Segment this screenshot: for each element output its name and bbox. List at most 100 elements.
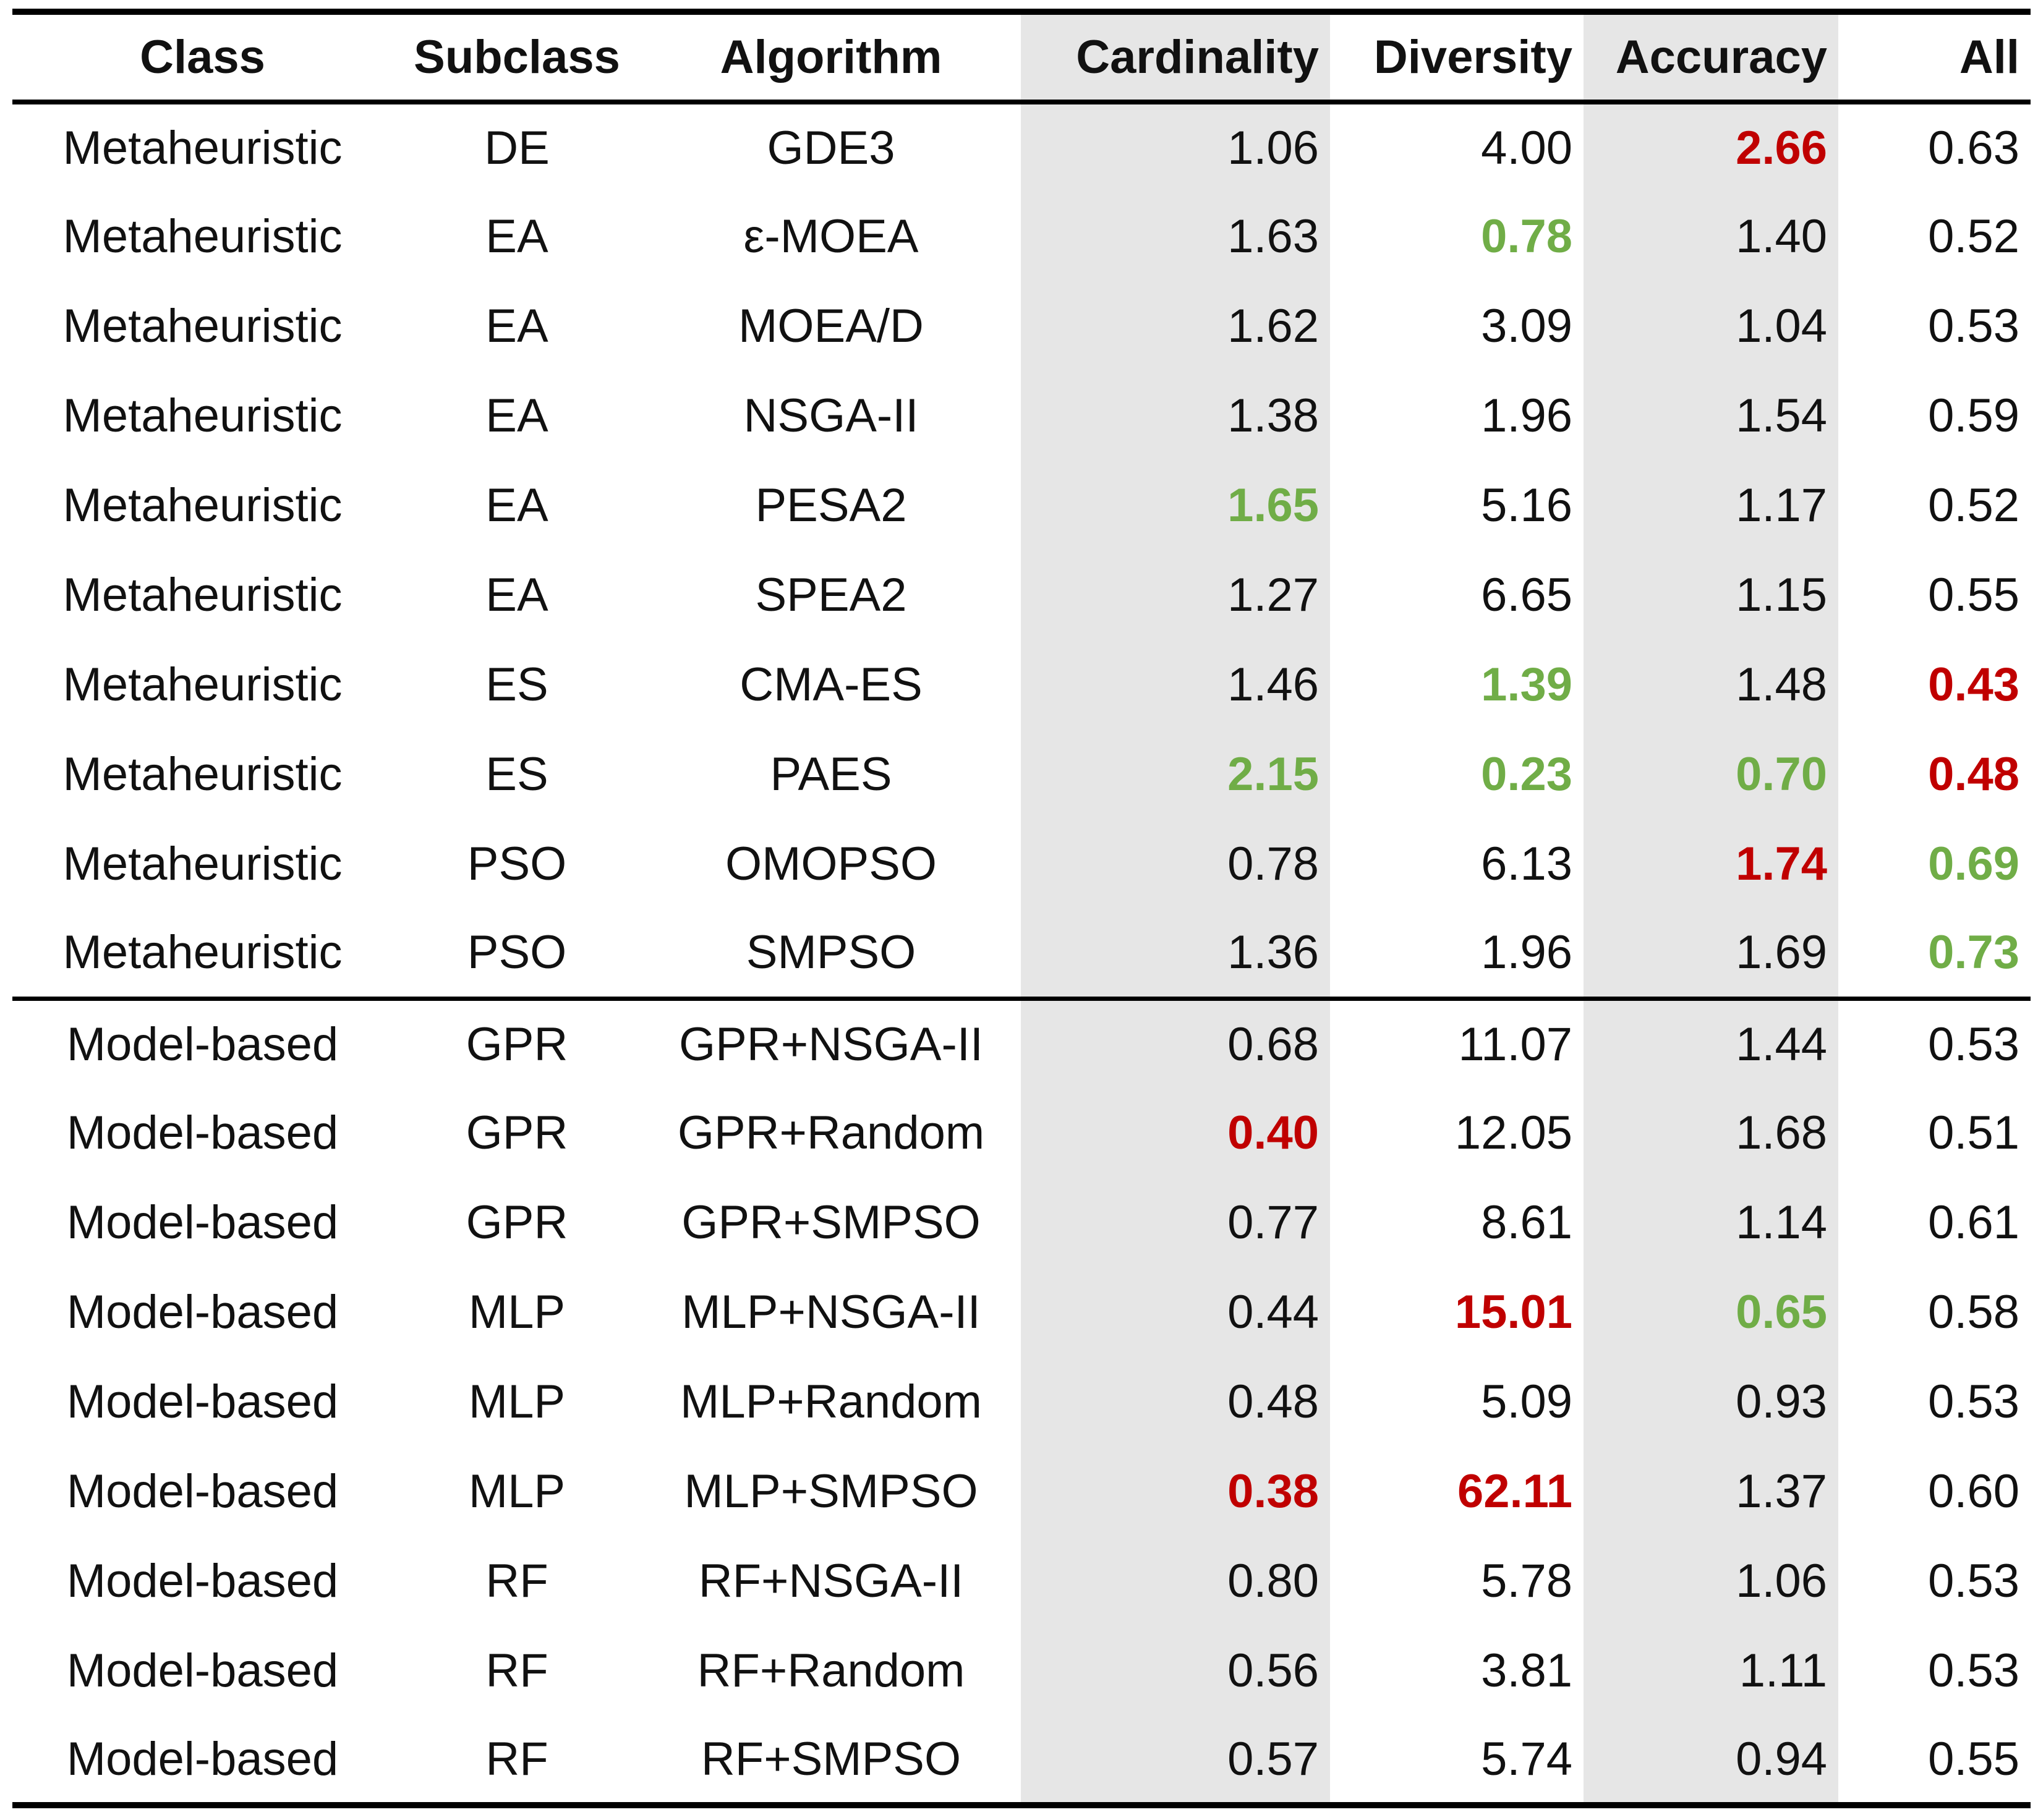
cell-subclass: GPR: [466, 1196, 568, 1249]
cell-algorithm: SMPSO: [746, 926, 916, 979]
cell-algorithm: MOEA/D: [738, 300, 924, 352]
cell-subclass: MLP: [468, 1286, 566, 1338]
cell-all: 0.69: [1928, 838, 2019, 890]
cell-accuracy: 1.44: [1584, 996, 1838, 1088]
cell-all: 0.60: [1928, 1465, 2019, 1518]
cell-diversity: 3.09: [1481, 300, 1572, 352]
cell-diversity: 0.78: [1481, 210, 1572, 263]
cell-diversity: 5.78: [1481, 1555, 1572, 1607]
cell-diversity: 4.00: [1481, 122, 1572, 174]
cell-all: 0.73: [1928, 926, 2019, 979]
cell-accuracy: 1.37: [1584, 1447, 1838, 1536]
results-table-container: Class Subclass Algorithm Cardinality Div…: [12, 9, 2031, 1808]
cell-class: Model-based: [66, 1376, 339, 1428]
cell-class: Metaheuristic: [62, 926, 343, 979]
cell-accuracy: 0.70: [1584, 729, 1838, 819]
cell-accuracy: 1.48: [1584, 640, 1838, 729]
cell-class: Metaheuristic: [62, 838, 343, 890]
cell-class: Model-based: [66, 1286, 339, 1338]
cell-cardinality: 1.46: [1021, 640, 1330, 729]
header-class: Class: [12, 9, 393, 104]
cell-class: Model-based: [66, 1555, 339, 1607]
cell-all: 0.43: [1928, 658, 2019, 711]
table-row: Model-based GPR GPR+Random 0.40 12.05 1.…: [12, 1088, 2031, 1178]
table-row: Model-based MLP MLP+Random 0.48 5.09 0.9…: [12, 1357, 2031, 1447]
cell-accuracy: 1.74: [1584, 819, 1838, 909]
cell-diversity: 1.39: [1481, 658, 1572, 711]
cell-cardinality: 0.68: [1021, 996, 1330, 1088]
cell-algorithm: GPR+Random: [677, 1107, 985, 1159]
cell-diversity: 3.81: [1481, 1644, 1572, 1697]
cell-class: Metaheuristic: [62, 122, 343, 174]
cell-algorithm: SPEA2: [755, 569, 907, 621]
cell-subclass: MLP: [468, 1376, 566, 1428]
cell-cardinality: 1.63: [1021, 192, 1330, 281]
cell-class: Model-based: [66, 1465, 339, 1518]
cell-all: 0.52: [1928, 210, 2019, 263]
cell-subclass: PSO: [467, 926, 567, 979]
cell-all: 0.63: [1928, 122, 2019, 174]
cell-algorithm: OMOPSO: [725, 838, 937, 890]
cell-subclass: ES: [485, 748, 548, 801]
cell-diversity: 15.01: [1454, 1286, 1572, 1338]
cell-algorithm: GPR+NSGA-II: [641, 996, 1021, 1088]
table-row: Metaheuristic ES CMA-ES 1.46 1.39 1.48 0…: [12, 640, 2031, 729]
cell-all: 0.51: [1928, 1107, 2019, 1159]
cell-accuracy: 1.06: [1584, 1536, 1838, 1626]
cell-diversity: 5.16: [1481, 479, 1572, 532]
header-diversity: Diversity: [1330, 9, 1584, 104]
cell-algorithm: ε-MOEA: [743, 210, 919, 263]
header-accuracy: Accuracy: [1584, 9, 1838, 104]
cell-class: Model-based: [66, 1196, 339, 1249]
cell-class: Metaheuristic: [62, 569, 343, 621]
cell-accuracy: 1.17: [1584, 461, 1838, 550]
cell-diversity: 1.96: [1481, 926, 1572, 979]
cell-cardinality: 2.15: [1021, 729, 1330, 819]
table-row: Metaheuristic EA NSGA-II 1.38 1.96 1.54 …: [12, 371, 2031, 461]
cell-diversity: 6.13: [1481, 838, 1572, 890]
cell-all: 0.55: [1928, 569, 2019, 621]
cell-class: Metaheuristic: [62, 748, 343, 801]
cell-subclass: GPR: [466, 1107, 568, 1159]
header-cardinality: Cardinality: [1021, 9, 1330, 104]
cell-cardinality: 0.38: [1021, 1447, 1330, 1536]
cell-all: 0.48: [1928, 748, 2019, 801]
cell-cardinality: 0.78: [1021, 819, 1330, 909]
cell-class: Model-based: [12, 1716, 393, 1808]
cell-accuracy: 1.14: [1584, 1178, 1838, 1267]
cell-algorithm: MLP+Random: [680, 1376, 982, 1428]
cell-subclass: MLP: [468, 1465, 566, 1518]
cell-algorithm: PESA2: [755, 479, 907, 532]
cell-class: Metaheuristic: [62, 389, 343, 442]
results-table: Class Subclass Algorithm Cardinality Div…: [12, 9, 2031, 1808]
table-row: Model-based RF RF+NSGA-II 0.80 5.78 1.06…: [12, 1536, 2031, 1626]
cell-all: 0.53: [1928, 1555, 2019, 1607]
cell-accuracy: 0.65: [1584, 1267, 1838, 1357]
cell-cardinality: 1.06: [1021, 102, 1330, 192]
cell-all: 0.53: [1928, 300, 2019, 352]
table-row: Model-based RF RF+Random 0.56 3.81 1.11 …: [12, 1626, 2031, 1716]
table-row: Metaheuristic EA PESA2 1.65 5.16 1.17 0.…: [12, 461, 2031, 550]
header-subclass: Subclass: [393, 9, 641, 104]
cell-all: 0.61: [1928, 1196, 2019, 1249]
cell-diversity: 8.61: [1481, 1196, 1572, 1249]
cell-all: 0.55: [1838, 1716, 2031, 1808]
cell-all: 0.53: [1928, 1376, 2019, 1428]
cell-accuracy: 1.54: [1584, 371, 1838, 461]
cell-cardinality: 1.65: [1021, 461, 1330, 550]
cell-class: Metaheuristic: [62, 658, 343, 711]
table-row: Metaheuristic ES PAES 2.15 0.23 0.70 0.4…: [12, 729, 2031, 819]
cell-cardinality: 0.56: [1021, 1626, 1330, 1716]
cell-algorithm: RF+Random: [697, 1644, 965, 1697]
cell-accuracy: 1.11: [1584, 1626, 1838, 1716]
cell-algorithm: MLP+SMPSO: [684, 1465, 978, 1518]
cell-cardinality: 1.38: [1021, 371, 1330, 461]
cell-cardinality: 1.27: [1021, 550, 1330, 640]
cell-algorithm: RF+NSGA-II: [698, 1555, 964, 1607]
cell-diversity: 12.05: [1454, 1107, 1572, 1159]
table-row: Model-based MLP MLP+SMPSO 0.38 62.11 1.3…: [12, 1447, 2031, 1536]
cell-class: Metaheuristic: [62, 210, 343, 263]
table-row: Metaheuristic EA ε-MOEA 1.63 0.78 1.40 0…: [12, 192, 2031, 281]
cell-diversity: 62.11: [1457, 1465, 1572, 1518]
cell-accuracy: 1.68: [1584, 1088, 1838, 1178]
